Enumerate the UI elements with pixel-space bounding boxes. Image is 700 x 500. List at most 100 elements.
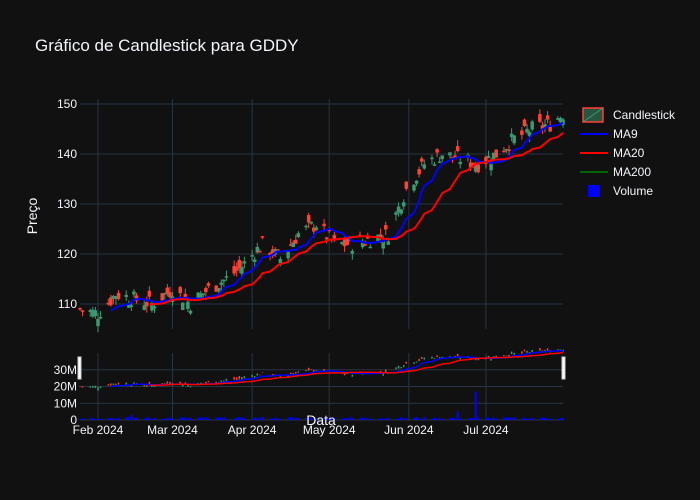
volume-bar bbox=[253, 417, 256, 420]
volume-bar bbox=[492, 417, 495, 420]
candle-body bbox=[168, 292, 172, 298]
date-tick-label: Apr 2024 bbox=[228, 423, 277, 437]
volume-bar bbox=[348, 417, 351, 420]
volume-bar bbox=[379, 418, 382, 420]
range-slider[interactable] bbox=[77, 347, 566, 391]
volume-bar bbox=[171, 418, 174, 420]
volume-bar bbox=[438, 418, 441, 420]
candle-body bbox=[527, 131, 532, 137]
volume-bar bbox=[125, 417, 128, 420]
volume-bar bbox=[199, 417, 202, 420]
volume-bar bbox=[556, 418, 559, 420]
candle-body bbox=[458, 161, 462, 165]
candle-body bbox=[440, 155, 444, 160]
candle bbox=[494, 149, 498, 158]
volume-bar bbox=[179, 417, 182, 420]
volume-bar bbox=[243, 418, 246, 420]
volume-bar bbox=[289, 417, 292, 420]
volume-bar bbox=[168, 417, 171, 420]
price-tick-label: 130 bbox=[57, 197, 77, 211]
candle bbox=[206, 281, 211, 288]
candle-body bbox=[109, 297, 113, 306]
candle-body bbox=[178, 287, 182, 294]
volume-bar bbox=[94, 418, 97, 420]
volume-bar bbox=[307, 418, 310, 420]
candle bbox=[306, 212, 311, 229]
volume-bar bbox=[91, 418, 94, 420]
volume-bar bbox=[526, 418, 529, 420]
volume-bar bbox=[143, 418, 146, 420]
volume-bars bbox=[79, 391, 564, 420]
candle bbox=[260, 236, 265, 240]
volume-bar bbox=[312, 418, 315, 420]
candle-body bbox=[401, 202, 406, 207]
volume-bar bbox=[397, 418, 400, 420]
volume-bar bbox=[207, 418, 210, 420]
volume-bar bbox=[549, 418, 552, 420]
candle-body bbox=[304, 225, 308, 228]
candle-body bbox=[386, 241, 391, 245]
date-tick-label: May 2024 bbox=[303, 423, 356, 437]
candle-body bbox=[204, 288, 208, 293]
legend-label: MA200 bbox=[613, 165, 651, 179]
candle bbox=[240, 260, 244, 278]
candle bbox=[314, 225, 319, 231]
candle bbox=[394, 210, 398, 221]
candle bbox=[163, 292, 167, 301]
candle-body bbox=[142, 305, 146, 310]
candle-body bbox=[96, 318, 100, 327]
candle bbox=[80, 310, 85, 317]
candle-body bbox=[286, 250, 290, 259]
candle-body bbox=[322, 223, 326, 227]
volume-bar bbox=[148, 417, 151, 420]
candle bbox=[525, 123, 529, 135]
volume-bar bbox=[466, 418, 469, 420]
rangeslider-left-handle[interactable] bbox=[77, 356, 82, 380]
volume-bar bbox=[513, 417, 516, 420]
legend-item: Volume bbox=[588, 184, 653, 198]
candle-body bbox=[294, 239, 298, 244]
candle bbox=[219, 279, 224, 291]
volume-bar bbox=[405, 418, 408, 420]
volume-tick-label: 0 bbox=[70, 413, 77, 427]
volume-bar bbox=[153, 418, 156, 420]
candle bbox=[412, 184, 416, 193]
candle-body bbox=[432, 164, 437, 166]
volume-bar bbox=[359, 417, 362, 420]
volume-bar bbox=[279, 418, 282, 420]
candle bbox=[296, 231, 301, 239]
volume-bar bbox=[387, 417, 390, 420]
volume-bar bbox=[505, 417, 508, 420]
candle-body bbox=[422, 164, 427, 169]
candle-body bbox=[350, 250, 355, 254]
volume-bar bbox=[189, 417, 192, 420]
candle bbox=[165, 284, 170, 297]
rangeslider-right-handle[interactable] bbox=[561, 356, 566, 380]
candle-body bbox=[132, 291, 136, 295]
volume-bar bbox=[130, 414, 133, 420]
candle-body bbox=[145, 301, 149, 307]
candle-body bbox=[545, 115, 550, 120]
candle-body bbox=[435, 149, 439, 153]
candle bbox=[224, 270, 229, 281]
candle-body bbox=[78, 307, 82, 310]
volume-axis-ticks: 0 10M 20M 30M bbox=[54, 363, 78, 427]
volume-bar bbox=[107, 417, 110, 420]
candle-body bbox=[430, 157, 434, 160]
volume-bar bbox=[135, 417, 138, 420]
volume-bar bbox=[220, 417, 223, 420]
volume-bar bbox=[418, 418, 421, 420]
candle-body bbox=[181, 302, 185, 311]
legend-label: MA9 bbox=[613, 127, 638, 141]
volume-bar bbox=[423, 417, 426, 420]
candle bbox=[178, 285, 182, 299]
candle-body bbox=[486, 155, 491, 158]
volume-bar bbox=[351, 417, 354, 420]
volume-bar bbox=[528, 418, 531, 420]
legend-candle-mark bbox=[582, 107, 604, 123]
legend-item: MA200 bbox=[580, 165, 651, 179]
volume-bar bbox=[328, 418, 331, 420]
candle-body bbox=[188, 310, 193, 314]
candle bbox=[512, 134, 516, 146]
candle-body bbox=[201, 293, 206, 296]
